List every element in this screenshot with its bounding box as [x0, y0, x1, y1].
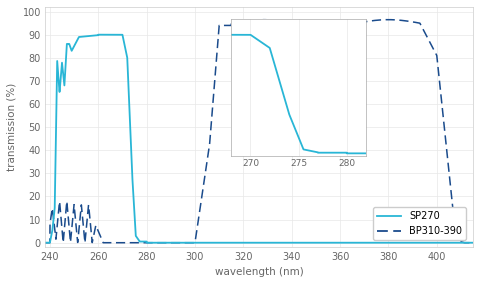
Legend: SP270, BP310-390: SP270, BP310-390 — [373, 207, 466, 240]
X-axis label: wavelength (nm): wavelength (nm) — [215, 267, 303, 277]
Y-axis label: transmission (%): transmission (%) — [7, 83, 17, 171]
